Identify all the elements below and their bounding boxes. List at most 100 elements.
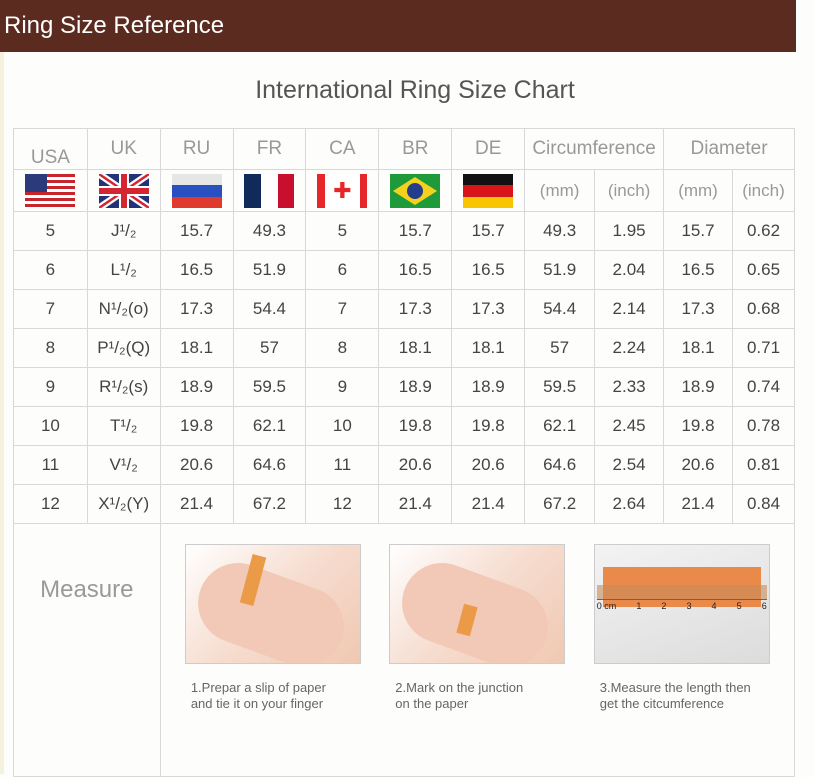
measure-step: 1.Prepar a slip of paper and tie it on yo… [183,544,363,712]
brazil-flag-icon [390,173,441,208]
step-caption-line1: 1.Prepar a slip of paper [190,680,326,695]
table-cell: 59.5 [232,367,307,407]
step-caption-line2: and tie it on your finger [190,696,324,711]
table-cell: 2.64 [594,484,665,524]
col-header: BR [378,128,453,170]
table-cell: 19.8 [159,406,234,446]
unit-header: (mm) [663,169,733,212]
table-row: 5 J¹/₂ 15.7 49.3 5 15.7 15.7 49.3 1.95 15.7 0.62 [13,211,796,251]
table-cell: 57 [232,328,307,368]
col-header-diameter: Diameter [663,128,795,170]
table-cell: 0.62 [731,211,796,251]
table-cell: 16.5 [451,250,526,290]
ruler-label: 5 [736,601,742,611]
ruler-label: 0 cm [596,601,617,611]
table-cell: 6 [305,250,380,290]
table-cell: 16.5 [663,250,733,290]
col-header: CA [305,128,380,170]
hand-photo [184,544,361,664]
step-caption-line2: get the citcumference [599,696,725,711]
table-cell: 0.65 [731,250,796,290]
table-cell: 51.9 [232,250,307,290]
header-bar: Ring Size Reference [0,0,796,52]
step-caption-line1: 3.Measure the length then [599,680,751,695]
canada-flag-icon: ✚ [317,173,368,208]
table-cell: 5 [13,211,88,251]
measure-step: 2.Mark on the junction on the paper [387,544,567,712]
table-cell: 2.24 [594,328,665,368]
table-cell: 49.3 [232,211,307,251]
table-cell: 21.4 [159,484,234,524]
measure-label: Measure [13,523,161,777]
table-cell: 2.54 [594,445,665,485]
table-cell: X¹/₂(Y) [86,484,161,524]
table-cell: 15.7 [378,211,453,251]
table-cell: V¹/₂ [86,445,161,485]
measure-row: Measure 1.Prepar a slip of paper and tie i… [13,523,796,777]
table-cell: 67.2 [524,484,596,524]
table-cell: 12 [13,484,88,524]
table-cell: 0.68 [731,289,796,329]
table-cell: 21.4 [663,484,733,524]
step-caption-line1: 2.Mark on the junction [395,680,524,695]
table-cell: 18.9 [159,367,234,407]
table-cell: N¹/₂(o) [86,289,161,329]
header-row: USA UK RU FR CA BR DE Circumference Diameter [13,128,795,170]
table-cell: 0.78 [731,406,796,446]
table-cell: T¹/₂ [86,406,161,446]
table-cell: 17.3 [378,289,453,329]
table-cell: 9 [305,367,380,407]
table-cell: 15.7 [159,211,234,251]
table-cell: 10 [13,406,88,446]
table-cell: 17.3 [159,289,234,329]
table-cell: 18.1 [378,328,453,368]
table-cell: 12 [305,484,380,524]
chart-title: International Ring Size Chart [255,76,575,104]
ruler-label: 6 [761,601,767,611]
table-cell: 0.74 [731,367,796,407]
table-cell: 17.3 [663,289,733,329]
table-cell: 7 [13,289,88,329]
table-cell: 54.4 [232,289,307,329]
table-cell: 16.5 [159,250,234,290]
table-cell: 18.1 [451,328,526,368]
ruler-label: 4 [711,601,717,611]
table-row: 10 T¹/₂ 19.8 62.1 10 19.8 19.8 62.1 2.45 19.8 0.78 [13,406,796,446]
uk-flag-icon [98,173,149,208]
table-cell: 20.6 [378,445,453,485]
table-cell: 8 [305,328,380,368]
table-cell: 15.7 [663,211,733,251]
table-cell: 67.2 [232,484,307,524]
table-cell: L¹/₂ [86,250,161,290]
table-cell: 9 [13,367,88,407]
table-cell: 0.71 [731,328,796,368]
table-cell: 10 [305,406,380,446]
table-cell: 18.1 [663,328,733,368]
left-edge [0,0,4,774]
table-cell: R¹/₂(s) [86,367,161,407]
table-cell: 6 [13,250,88,290]
unit-header: (inch) [731,169,796,212]
ruler-label: 1 [636,601,642,611]
table-cell: 64.6 [232,445,307,485]
ruler-label: 2 [661,601,667,611]
table-row: 6 L¹/₂ 16.5 51.9 6 16.5 16.5 51.9 2.04 16.5 0.65 [13,250,796,290]
table-row: 9 R¹/₂(s) 18.9 59.5 9 18.9 18.9 59.5 2.33 18.9 0.7… [13,367,796,407]
table-cell: 20.6 [451,445,526,485]
table-cell: 21.4 [378,484,453,524]
table-cell: 2.33 [594,367,665,407]
table-cell: 54.4 [524,289,596,329]
table-cell: 7 [305,289,380,329]
table-cell: 5 [305,211,380,251]
flag-row: ✚ (mm) (inch) (mm) (inch) [13,169,796,212]
table-cell: 11 [305,445,380,485]
table-cell: 19.8 [378,406,453,446]
col-header: DE [451,128,526,170]
ring-size-table: USA UK RU FR CA BR DE Circumference Diameter ✚ (mm… [13,128,796,777]
table-cell: 18.9 [378,367,453,407]
col-header: RU [159,128,234,170]
table-row: 12 X¹/₂(Y) 21.4 67.2 12 21.4 21.4 67.2 2.64 21.4 0… [13,484,796,524]
france-flag-icon [244,173,295,208]
table-cell: 57 [524,328,596,368]
unit-header: (mm) [524,169,596,212]
